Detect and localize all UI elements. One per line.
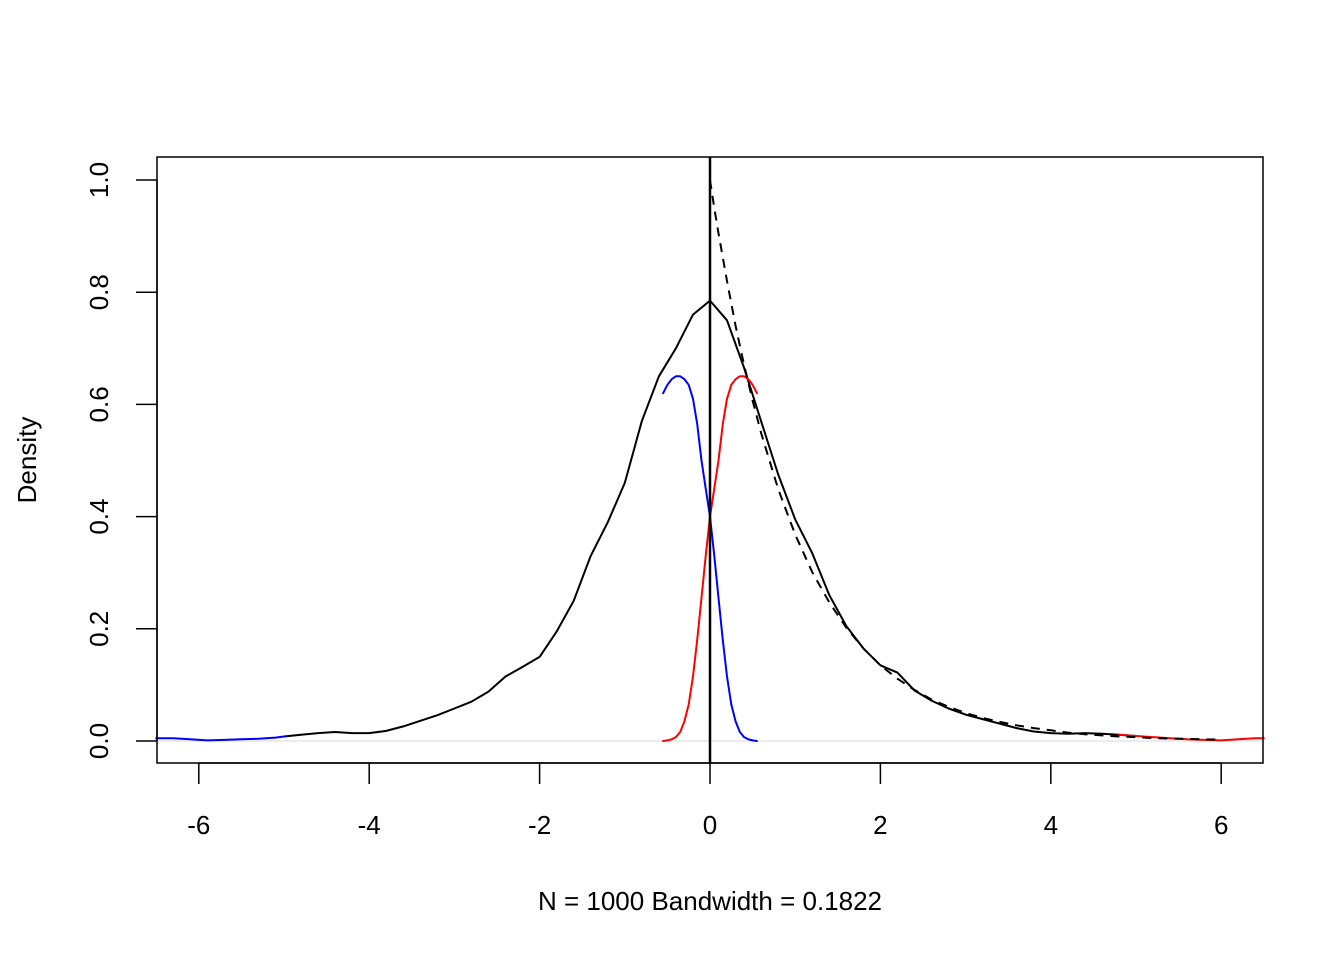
y-tick-label: 0.4	[84, 499, 114, 535]
x-tick-label: 6	[1214, 810, 1228, 840]
y-axis-label: Density	[12, 417, 42, 504]
x-tick-label: 4	[1044, 810, 1058, 840]
x-tick-label: 0	[703, 810, 717, 840]
x-tick-label: 2	[873, 810, 887, 840]
y-tick-label: 0.8	[84, 274, 114, 310]
x-tick-label: -2	[528, 810, 551, 840]
y-tick-label: 0.0	[84, 723, 114, 759]
y-axis: 0.0 0.2 0.4 0.6 0.8 1.0	[84, 162, 158, 759]
y-tick-label: 0.2	[84, 611, 114, 647]
x-tick-label: -6	[187, 810, 210, 840]
x-axis: -6 -4 -2 0 2 4 6	[187, 762, 1228, 840]
x-tick-label: -4	[358, 810, 381, 840]
dashed-reference-curve-5	[709, 179, 1222, 741]
y-tick-label: 0.6	[84, 386, 114, 422]
y-tick-label: 1.0	[84, 162, 114, 198]
density-curve-1	[155, 735, 285, 742]
x-axis-label: N = 1000 Bandwidth = 0.1822	[538, 886, 882, 916]
